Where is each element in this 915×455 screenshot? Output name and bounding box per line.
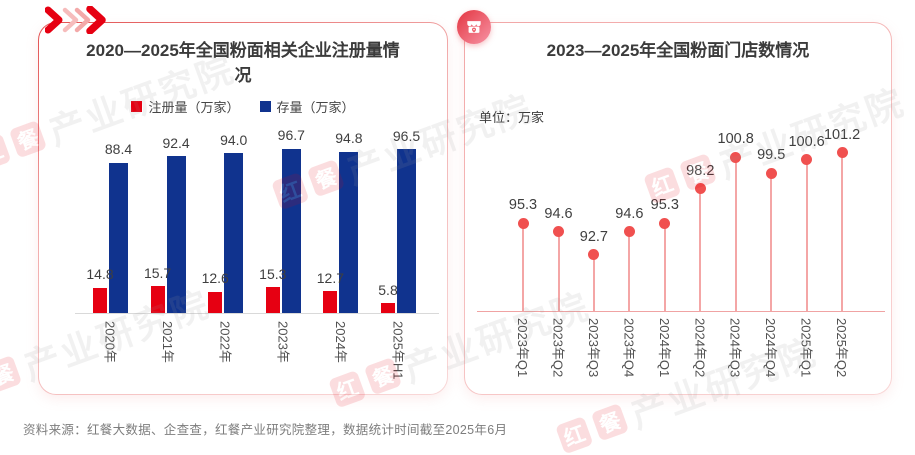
lollipop-dot [517, 217, 529, 229]
legend-label: 注册量（万家） [148, 100, 240, 116]
bar-registered [208, 291, 223, 313]
storefront-badge-icon [457, 10, 491, 44]
category-label: 2020年 [102, 321, 118, 363]
bar-value-label: 88.4 [104, 141, 133, 158]
bar-value-label: 94.0 [220, 131, 248, 148]
lollipop-stem [557, 231, 560, 311]
bar-registered [265, 287, 280, 313]
lollipop-stem [805, 159, 808, 311]
bar-value-label: 5.8 [378, 281, 398, 298]
lollipop-value-label: 92.7 [579, 228, 608, 245]
bar-value-label: 96.7 [277, 127, 305, 144]
bar-stock [339, 151, 359, 313]
lollipop-plot: 95.3 94.6 92.7 94.6 95.3 98.2 100.8 99.5 100.6 10… [477, 123, 885, 312]
legend-item: 注册量（万家） [131, 97, 240, 116]
right-chart-panel: 2023—2025年全国粉面门店数情况 单位：万家 95.3 94.6 92.7 94… [457, 10, 892, 395]
right-chart-title: 2023—2025年全国粉面门店数情况 [546, 41, 810, 60]
lollipop-stem [628, 231, 631, 311]
lollipop-value-label: 100.8 [717, 131, 754, 148]
category-label: 2024年Q1 [656, 318, 672, 378]
lollipop-value-label: 99.5 [757, 147, 786, 164]
lollipop-stem [841, 152, 844, 311]
watermark-logo: 红 [555, 415, 594, 455]
bar-stock [281, 148, 301, 313]
watermark-logo: 餐 [0, 354, 23, 394]
bar-stock [397, 149, 416, 313]
bar-stock [224, 153, 244, 313]
bar-value-label: 15.3 [259, 265, 287, 282]
legend-swatch [259, 101, 271, 113]
category-label: 2021年 [160, 321, 176, 363]
unit-label: 单位：万家 [479, 110, 545, 125]
lollipop-stem [734, 157, 737, 311]
lollipop-dot [694, 183, 706, 195]
category-label: 2024年Q3 [727, 318, 743, 378]
lollipop-value-label: 101.2 [823, 126, 861, 143]
lollipop-value-label: 95.3 [508, 197, 538, 214]
category-label: 2025年Q1 [798, 318, 814, 378]
bar-registered [150, 286, 165, 313]
bar-value-label: 94.8 [335, 130, 363, 147]
category-label: 2024年Q2 [692, 318, 708, 378]
category-label: 2023年Q3 [585, 318, 601, 378]
chevrons-icon [45, 6, 106, 34]
lollipop-value-label: 94.6 [544, 205, 573, 222]
bar-stock [166, 155, 186, 313]
legend-label: 存量（万家） [276, 100, 355, 116]
lollipop-value-label: 100.6 [788, 133, 825, 150]
lollipop-value-label: 95.3 [650, 197, 679, 214]
category-label: 2024年Q4 [763, 318, 779, 378]
lollipop-stem [522, 223, 524, 311]
category-label: 2025年Q2 [834, 318, 850, 378]
lollipop-categories: 2023年Q1 2023年Q2 2023年Q3 2023年Q4 2024年Q1 2024年… [477, 313, 885, 387]
watermark-logo: 红 [0, 132, 12, 172]
lollipop-dot [836, 147, 848, 159]
category-label: 2023年 [275, 321, 291, 363]
source-note: 资料来源：红餐大数据、企查查，红餐产业研究院整理，数据统计时间截至2025年6月 [23, 423, 508, 437]
watermark-logo: 餐 [590, 402, 630, 442]
category-label: 2024年 [332, 321, 348, 363]
lollipop-stem [663, 223, 666, 311]
lollipop-dot [588, 249, 600, 261]
category-label: 2022年 [217, 321, 233, 363]
lollipop-dot [765, 167, 777, 179]
bar-value-label: 14.8 [86, 266, 114, 283]
legend-item: 存量（万家） [259, 97, 355, 116]
bar-registered [323, 291, 338, 313]
lollipop-value-label: 94.6 [615, 205, 644, 222]
lollipop-dot [623, 226, 635, 238]
lollipop-stem [699, 188, 702, 311]
bar-chart-plot: 14.8 88.4 15.7 92.4 12.6 94.0 15.3 96.7 12.7 94.8… [75, 127, 439, 314]
bar-chart-categories: 2020年 2021年 2022年 2023年 2024年 2025年H1 [75, 316, 439, 390]
bar-value-label: 15.7 [143, 264, 172, 281]
lollipop-stem [770, 173, 773, 311]
left-chart-title: 2020—2025年全国粉面相关企业注册量情况 [86, 41, 400, 85]
legend: 注册量（万家） 存量（万家） [39, 97, 447, 116]
bar-stock [109, 162, 128, 313]
lollipop-dot [553, 226, 564, 238]
lollipop-dot [730, 151, 742, 163]
bar-value-label: 92.4 [162, 134, 190, 151]
lollipop-dot [801, 154, 813, 166]
lollipop-stem [592, 254, 595, 311]
bar-value-label: 12.6 [201, 270, 229, 287]
legend-swatch [131, 101, 143, 113]
category-label: 2023年Q2 [550, 318, 566, 378]
category-label: 2025年H1 [390, 321, 406, 380]
bar-registered [93, 287, 107, 313]
lollipop-dot [659, 217, 671, 229]
bar-value-label: 96.5 [392, 127, 421, 144]
lollipop-value-label: 98.2 [686, 162, 715, 179]
bar-registered [381, 303, 395, 313]
category-label: 2023年Q4 [621, 318, 637, 378]
bar-value-label: 12.7 [316, 270, 345, 287]
category-label: 2023年Q1 [515, 318, 530, 378]
left-chart-panel: 2020—2025年全国粉面相关企业注册量情况 注册量（万家） 存量（万家） 14… [38, 6, 448, 395]
